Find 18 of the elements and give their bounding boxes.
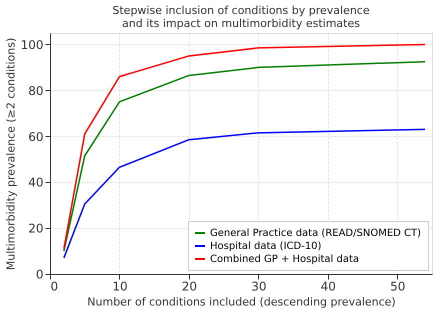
x-tick-label: 40 <box>320 280 336 294</box>
y-tick-label: 60 <box>28 130 44 144</box>
x-axis-title: Number of conditions included (descending prevalence) <box>87 296 396 308</box>
y-tick-label: 40 <box>28 176 44 190</box>
y-tick-label: 100 <box>20 38 44 52</box>
chart-title: Stepwise inclusion of conditions by prevalence and its impact on multimorbidity estimates <box>112 4 370 30</box>
x-tick-label: 20 <box>182 280 198 294</box>
x-tick-label: 0 <box>50 280 58 294</box>
x-tick-label: 10 <box>112 280 128 294</box>
y-tick-label: 20 <box>28 222 44 236</box>
legend-label: Hospital data (ICD-10) <box>210 241 322 252</box>
x-tick-label: 50 <box>390 280 406 294</box>
legend-label: General Practice data (READ/SNOMED CT) <box>210 228 422 239</box>
x-tick-label: 30 <box>251 280 267 294</box>
legend-label: Combined GP + Hospital data <box>210 254 360 265</box>
y-tick-label: 80 <box>28 84 44 98</box>
y-axis-title: Multimorbidity prevalence (≥2 conditions) <box>4 38 18 270</box>
y-tick-label: 0 <box>36 268 44 282</box>
